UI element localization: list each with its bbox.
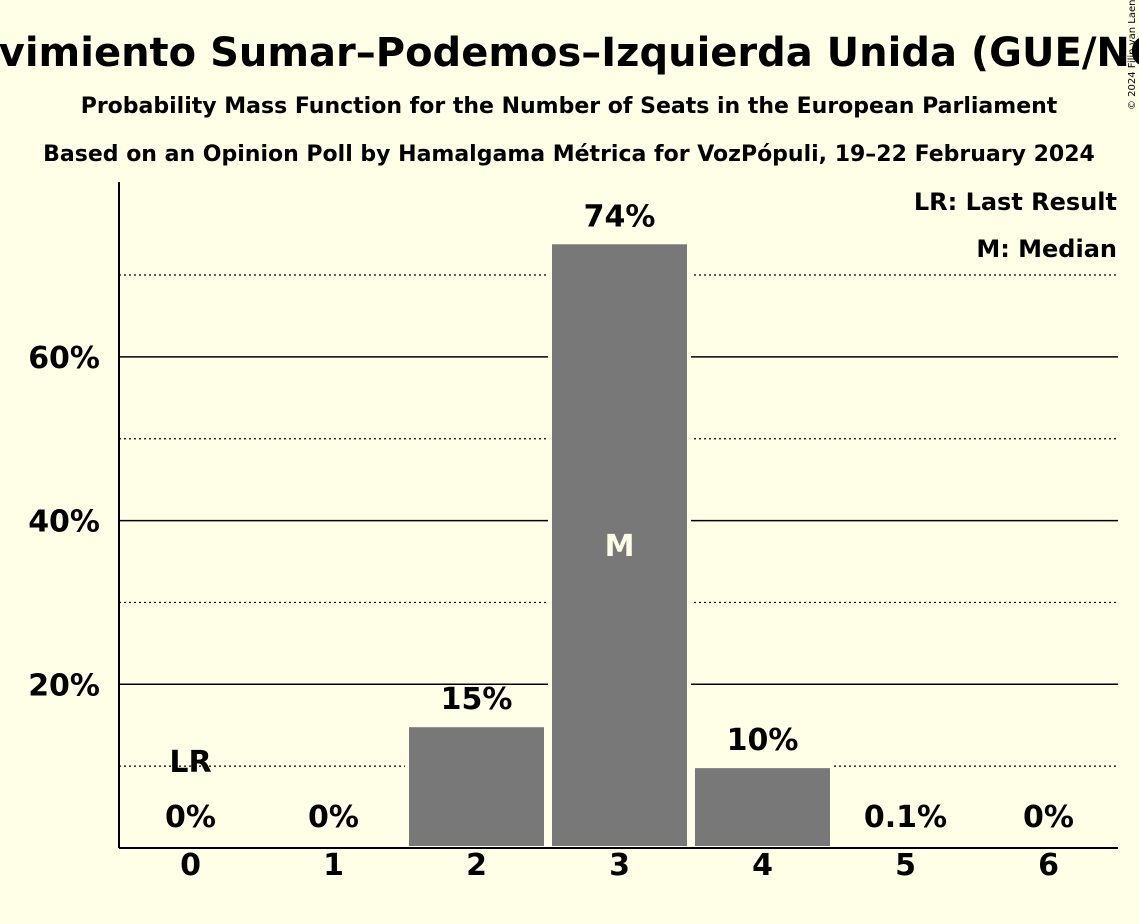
x-tick-label-2: 2 <box>466 848 487 883</box>
bars <box>405 240 834 851</box>
data-label-0: 0% <box>165 800 216 835</box>
data-label-5: 0.1% <box>864 800 947 835</box>
data-label-6: 0% <box>1023 800 1074 835</box>
chart-subtitle-source: Based on an Opinion Poll by Hamalgama Mé… <box>43 142 1095 167</box>
bar-3 <box>548 240 691 850</box>
x-tick-label-6: 6 <box>1038 848 1059 883</box>
data-label-2: 15% <box>441 682 513 717</box>
x-tick-label-3: 3 <box>609 848 630 883</box>
x-tick-label-1: 1 <box>323 848 344 883</box>
y-tick-label: 40% <box>28 505 100 540</box>
last-result-marker: LR <box>169 745 211 780</box>
data-label-4: 10% <box>727 723 799 758</box>
x-tick-label-4: 4 <box>752 848 773 883</box>
x-tick-label-0: 0 <box>180 848 201 883</box>
bar-2 <box>405 723 548 851</box>
chart-subtitle: Probability Mass Function for the Number… <box>81 94 1058 119</box>
data-labels: 0% 0% 15% 74% 10% 0.1% 0% M LR <box>165 199 1074 835</box>
axes: 20% 40% 60% 0 1 2 3 4 5 6 <box>28 182 1118 883</box>
legend-median: M: Median <box>976 235 1117 263</box>
y-tick-label: 60% <box>28 341 100 376</box>
copyright-notice: © 2024 Filip van Laenen <box>1127 0 1138 110</box>
chart-title: Movimiento Sumar–Podemos–Izquierda Unida… <box>0 30 1139 76</box>
median-marker: M <box>605 529 635 564</box>
x-tick-label-5: 5 <box>895 848 916 883</box>
data-label-1: 0% <box>308 800 359 835</box>
data-label-3: 74% <box>584 199 656 234</box>
y-tick-label: 20% <box>28 668 100 703</box>
legend-last-result: LR: Last Result <box>914 188 1117 216</box>
bar-4 <box>691 764 834 851</box>
